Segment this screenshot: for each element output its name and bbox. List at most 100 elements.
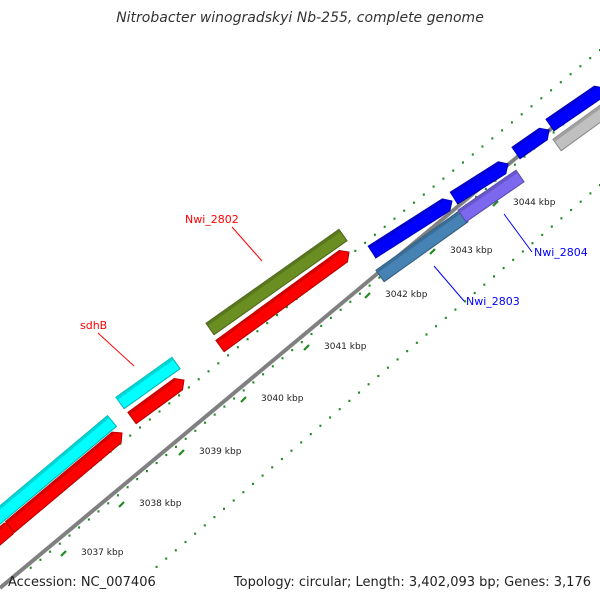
grid-dot bbox=[475, 195, 478, 198]
grid-dot bbox=[383, 225, 386, 228]
grid-dot bbox=[570, 208, 573, 212]
grid-dot bbox=[530, 105, 533, 108]
grid-dot bbox=[579, 200, 582, 203]
grid-dot bbox=[520, 113, 523, 116]
grid-dot bbox=[97, 510, 100, 513]
kbp-grid-dots bbox=[1, 49, 600, 569]
grid-dot bbox=[252, 381, 255, 384]
grid-dot bbox=[454, 308, 457, 311]
kbp-tick bbox=[240, 396, 247, 403]
grid-dot bbox=[107, 502, 110, 505]
grid-dot bbox=[589, 192, 592, 195]
kbp-tick-label: 3037 kbp bbox=[81, 548, 124, 558]
grid-dot bbox=[78, 526, 81, 529]
feature-cds-2[interactable] bbox=[4, 431, 123, 534]
grid-dot bbox=[276, 314, 278, 317]
feature-blue-1[interactable] bbox=[367, 198, 453, 259]
grid-dot bbox=[579, 65, 582, 68]
grid-dot bbox=[236, 346, 239, 349]
grid-dot bbox=[300, 341, 303, 344]
grid-dot bbox=[242, 491, 245, 494]
grid-dot bbox=[502, 267, 505, 270]
grid-dot bbox=[227, 354, 230, 357]
kbp-tick-labels: 3037 kbp 3038 kbp 3039 kbp 3040 kbp 3041 kbp… bbox=[81, 198, 556, 558]
map-title: Nitrobacter winogradskyi Nb-255, complet… bbox=[116, 10, 484, 26]
grid-dot bbox=[396, 358, 399, 361]
kbp-tick bbox=[178, 449, 185, 456]
grid-dot bbox=[280, 457, 283, 461]
grid-dot bbox=[262, 373, 265, 376]
grid-dot bbox=[165, 453, 168, 457]
genome-summary-text: Topology: circular; Length: 3,402,093 bp… bbox=[233, 575, 591, 590]
grid-dot bbox=[233, 397, 236, 400]
kbp-ticks bbox=[60, 200, 499, 557]
grid-dot bbox=[309, 433, 312, 436]
grid-dot bbox=[452, 169, 455, 172]
grid-dot bbox=[462, 161, 464, 164]
grid-dot bbox=[550, 225, 553, 228]
grid-dot bbox=[435, 325, 438, 328]
feature-sdh-1[interactable] bbox=[0, 414, 118, 526]
grid-dot bbox=[290, 449, 293, 452]
grid-dot bbox=[68, 534, 71, 537]
grid-dot bbox=[338, 408, 341, 411]
grid-dot bbox=[329, 416, 332, 419]
grid-dot bbox=[87, 518, 90, 521]
grid-dot bbox=[300, 441, 303, 444]
grid-dot bbox=[393, 217, 396, 220]
grid-dot bbox=[148, 418, 151, 421]
kbp-tick bbox=[118, 501, 125, 508]
grid-dot bbox=[319, 424, 322, 427]
grid-dot bbox=[165, 557, 168, 560]
grid-dot bbox=[471, 153, 474, 156]
grid-dot bbox=[501, 129, 504, 132]
gene-label[interactable]: Nwi_2802 bbox=[185, 213, 239, 226]
grid-dot bbox=[377, 374, 380, 378]
feature-nwi-2804[interactable] bbox=[457, 169, 525, 223]
feature-cds-nwi-2802[interactable] bbox=[215, 249, 350, 353]
kbp-tick-label: 3039 kbp bbox=[199, 447, 242, 457]
feature-blue-2[interactable] bbox=[449, 161, 509, 205]
grid-dot bbox=[432, 185, 435, 188]
callout-leader-line bbox=[231, 226, 263, 262]
grid-dot bbox=[175, 445, 177, 448]
kbp-tick bbox=[303, 344, 310, 351]
grid-dot bbox=[174, 549, 177, 552]
grid-dot bbox=[368, 284, 371, 287]
grid-dot bbox=[354, 249, 357, 252]
feature-nwi-2802[interactable] bbox=[205, 228, 348, 336]
feature-blue-3[interactable] bbox=[511, 127, 550, 160]
grid-dot bbox=[204, 421, 206, 424]
gene-label[interactable]: Nwi_2803 bbox=[466, 295, 520, 308]
grid-dot bbox=[310, 332, 313, 336]
grid-dot bbox=[510, 121, 513, 124]
grid-dot bbox=[256, 330, 259, 333]
grid-dot bbox=[569, 73, 572, 76]
grid-dot bbox=[406, 350, 409, 353]
feature-cds-3[interactable] bbox=[127, 377, 185, 425]
feature-sdh-2[interactable] bbox=[115, 356, 181, 410]
grid-dot bbox=[348, 399, 351, 402]
grid-dot bbox=[155, 565, 158, 568]
grid-dot bbox=[339, 308, 342, 311]
gene-label[interactable]: sdhB bbox=[80, 319, 107, 332]
feature-blue-4[interactable] bbox=[545, 85, 600, 132]
grid-dot bbox=[203, 524, 206, 527]
grid-dot bbox=[197, 378, 200, 381]
grid-dot bbox=[291, 349, 294, 352]
gene-label[interactable]: Nwi_2804 bbox=[534, 246, 588, 259]
grid-dot bbox=[168, 402, 171, 405]
callout-leader-line bbox=[97, 332, 135, 367]
kbp-tick bbox=[364, 292, 371, 299]
grid-dot bbox=[194, 532, 197, 535]
callout-leader-line bbox=[433, 265, 465, 302]
grid-dot bbox=[403, 209, 406, 212]
grid-dot bbox=[184, 540, 187, 544]
grid-dot bbox=[271, 365, 274, 368]
grid-dot bbox=[540, 97, 543, 100]
grid-dot bbox=[513, 163, 516, 166]
grid-dot bbox=[252, 482, 254, 485]
grid-dot bbox=[358, 292, 361, 295]
grid-dot bbox=[178, 394, 181, 397]
